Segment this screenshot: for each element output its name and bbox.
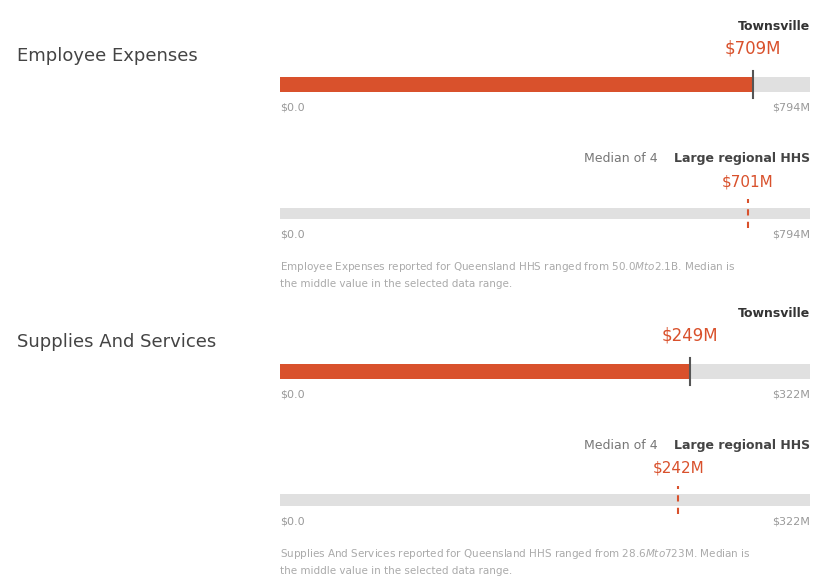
Text: $0.0: $0.0 — [280, 103, 304, 113]
Text: $322M: $322M — [772, 517, 810, 526]
Bar — [280, 77, 753, 92]
Text: $242M: $242M — [652, 461, 704, 476]
Text: Employee Expenses reported for Queensland HHS ranged from $50.0M to $2.1B. Media: Employee Expenses reported for Queenslan… — [280, 260, 735, 289]
Text: $249M: $249M — [661, 326, 718, 345]
Text: $794M: $794M — [772, 230, 810, 240]
Text: $709M: $709M — [725, 40, 782, 58]
Text: Townsville: Townsville — [737, 20, 810, 33]
Text: Supplies And Services: Supplies And Services — [17, 333, 216, 352]
Text: Townsville: Townsville — [737, 307, 810, 320]
Text: Large regional HHS: Large regional HHS — [674, 152, 810, 165]
Bar — [280, 364, 690, 379]
Text: Supplies And Services reported for Queensland HHS ranged from $28.6M to $723M. M: Supplies And Services reported for Queen… — [280, 547, 751, 576]
Bar — [280, 494, 810, 506]
Text: $0.0: $0.0 — [280, 517, 304, 526]
Text: Median of 4: Median of 4 — [584, 152, 661, 165]
Text: Large regional HHS: Large regional HHS — [674, 439, 810, 452]
Text: $0.0: $0.0 — [280, 230, 304, 240]
Text: $0.0: $0.0 — [280, 390, 304, 400]
Bar — [280, 364, 810, 379]
Text: Median of 4: Median of 4 — [584, 439, 661, 452]
Text: $794M: $794M — [772, 103, 810, 113]
Bar — [280, 77, 810, 92]
Text: $322M: $322M — [772, 390, 810, 400]
Bar — [280, 208, 810, 219]
Text: $701M: $701M — [722, 174, 774, 190]
Text: Employee Expenses: Employee Expenses — [17, 47, 197, 65]
